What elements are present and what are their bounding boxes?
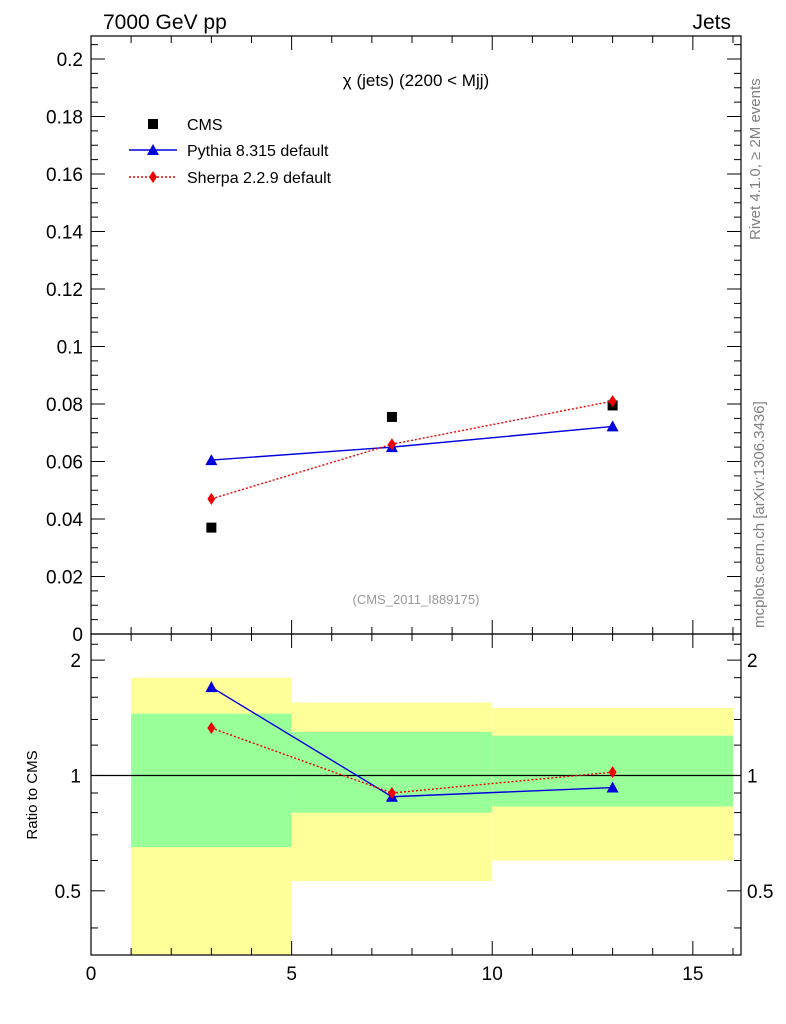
x-tick-label: 10 [482,964,503,985]
ratio-y-tick-label-right: 2 [747,651,758,672]
legend: CMS Pythia 8.315 default Sherpa 2.2.9 defa… [129,117,332,187]
ratio-point-1-0 [207,722,216,735]
main-y-tick-label: 0 [72,625,83,646]
main-point-0-0 [206,522,217,533]
ratio-y-tick-label-left: 2 [70,651,81,672]
rivet-label: Rivet 4.1.0, ≥ 2M events [747,78,764,240]
ratio-y-tick-label-left: 0.5 [55,882,81,903]
main-series-line-1 [211,425,613,461]
main-y-tick-label: 0.02 [46,568,83,589]
ratio-y-tick-label-right: 1 [747,766,758,787]
main-point-1-2 [606,420,619,432]
main-y-tick-label: 0.08 [46,395,83,416]
x-tick-label: 5 [286,964,297,985]
ratio-uncertainty-bands [131,677,733,955]
main-series [205,395,619,533]
main-point-2-2 [608,395,617,408]
main-y-tick-label: 0.04 [46,510,83,531]
header-left: 7000 GeV pp [103,11,227,34]
ratio-y-tick-label-right: 0.5 [747,882,773,903]
main-y-tick-label: 0.2 [57,50,83,71]
main-point-0-1 [386,411,397,422]
ratio-y-tick-label-left: 1 [70,766,81,787]
legend-label-1: Pythia 8.315 default [187,143,329,160]
legend-marker-0 [148,119,158,129]
main-y-tick-label: 0.12 [46,280,83,301]
ratio-plot-panel: 0.5 0.5 1 1 2 2 0 5 10 15 Ratio to CMS [24,633,774,985]
main-y-tick-label: 0.16 [46,165,83,186]
x-tick-label: 0 [86,964,97,985]
ratio-point-0-0 [205,681,218,693]
main-y-tick-labels: 0 0.02 0.04 0.06 0.08 0.1 0.12 0.14 0.16 0.18 0.2 [46,50,83,646]
ratio-frame [90,633,742,956]
legend-label-2: Sherpa 2.2.9 default [187,170,332,187]
main-y-tick-label: 0.1 [57,338,83,359]
legend-label-0: CMS [187,117,223,134]
watermark: (CMS_2011_I889175) [353,592,480,607]
main-plot-panel: 00.020.040.060.080.10.120.140.160.180.2 … [46,35,742,646]
x-tick-labels: 0 5 10 15 [86,964,704,985]
main-series-line-2 [211,400,613,500]
ratio-point-1-1 [387,787,396,800]
green-band-0 [131,713,292,848]
main-point-1-0 [205,454,218,466]
ratio-ylabel: Ratio to CMS [24,750,41,839]
mcplots-label: mcplots.cern.ch [arXiv:1306.3436] [751,401,768,628]
ratio-series [205,681,619,802]
header-right: Jets [692,11,731,34]
x-tick-label: 15 [682,964,703,985]
legend-marker-1 [147,144,159,155]
legend-marker-2 [149,171,157,183]
main-y-tick-label: 0.14 [46,223,83,244]
ratio-point-1-2 [608,766,617,779]
main-y-tick-label: 0.18 [46,108,83,129]
ratio-point-0-2 [606,781,619,793]
main-point-2-0 [207,492,216,505]
main-title: χ (jets) (2200 < Mjj) [343,71,489,90]
main-point-2-1 [387,438,396,451]
main-y-tick-label: 0.06 [46,453,83,474]
ratio-y-tick-labels: 0.5 0.5 1 1 2 2 [55,651,774,903]
